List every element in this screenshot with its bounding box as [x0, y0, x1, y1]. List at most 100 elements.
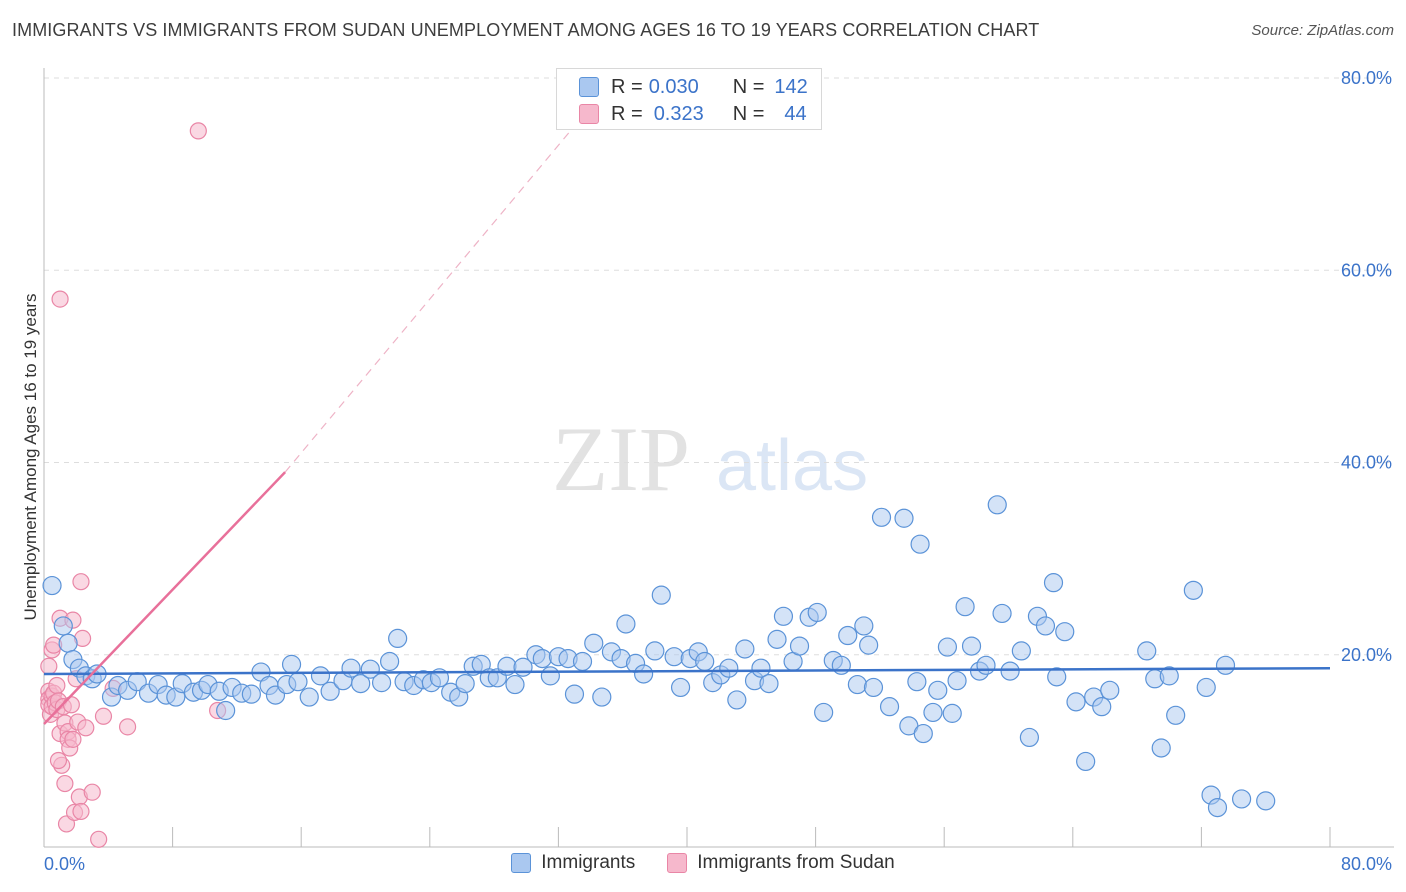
n-value: 44: [784, 102, 807, 125]
legend-row-immigrants: R = 0.030 N = 142: [579, 75, 808, 99]
data-point-sudan: [189, 122, 207, 140]
data-point-immigrants: [719, 658, 739, 678]
watermark-zip: ZIP: [552, 408, 690, 510]
series-legend: Immigrants Immigrants from Sudan: [0, 852, 1406, 874]
data-point-immigrants: [616, 614, 636, 634]
data-point-immigrants: [859, 635, 879, 655]
data-point-immigrants: [1066, 692, 1086, 712]
data-point-sudan: [77, 719, 95, 737]
data-point-immigrants: [288, 672, 308, 692]
legend-label: Immigrants: [541, 852, 636, 873]
data-point-immigrants: [807, 602, 827, 623]
data-point-immigrants: [910, 534, 930, 554]
data-point-immigrants: [592, 687, 612, 707]
y-tick-label: 20.0%: [1341, 645, 1392, 665]
data-point-immigrants: [923, 702, 943, 723]
data-point-immigrants: [1047, 667, 1067, 687]
trendline-immigrants: [43, 666, 1331, 676]
data-point-immigrants: [1055, 622, 1075, 642]
data-point-immigrants: [1207, 797, 1228, 818]
n-label: N =: [732, 102, 765, 125]
x-tick-label: 80.0%: [1341, 854, 1392, 874]
data-point-immigrants: [633, 664, 654, 684]
source-prefix: Source:: [1251, 22, 1308, 39]
data-point-sudan: [48, 676, 66, 695]
data-point-immigrants: [1231, 789, 1252, 809]
data-point-sudan: [83, 783, 101, 801]
data-point-immigrants: [1011, 641, 1031, 661]
data-point-immigrants: [838, 625, 858, 646]
swatch-blue: [511, 853, 532, 873]
data-point-sudan: [62, 696, 80, 714]
data-point-immigrants: [670, 677, 691, 698]
data-point-sudan: [90, 830, 108, 848]
data-point-immigrants: [1151, 738, 1171, 758]
data-point-immigrants: [759, 673, 779, 694]
data-point-sudan: [118, 718, 137, 736]
y-tick-label: 40.0%: [1341, 453, 1392, 473]
data-point-immigrants: [976, 655, 996, 675]
data-point-immigrants: [947, 671, 967, 691]
data-point-immigrants: [1100, 680, 1120, 700]
data-point-immigrants: [299, 687, 319, 707]
data-point-sudan: [72, 573, 90, 591]
watermark-atlas: atlas: [716, 426, 868, 506]
data-point-immigrants: [1256, 791, 1276, 811]
data-point-immigrants: [216, 700, 236, 721]
legend-item-immigrants[interactable]: Immigrants: [511, 852, 635, 874]
n-value: 142: [774, 75, 808, 98]
data-point-immigrants: [871, 507, 892, 527]
y-tick-label: 60.0%: [1341, 260, 1392, 280]
data-point-immigrants: [310, 666, 331, 686]
data-point-immigrants: [854, 616, 874, 636]
data-point-immigrants: [281, 654, 302, 674]
chart-title: IMMIGRANTS VS IMMIGRANTS FROM SUDAN UNEM…: [12, 20, 1040, 40]
legend-row-sudan: R = 0.323 N = 44: [579, 102, 807, 126]
data-point-immigrants: [773, 606, 794, 626]
data-point-immigrants: [664, 647, 684, 667]
data-point-immigrants: [1035, 616, 1056, 636]
data-point-immigrants: [58, 633, 78, 653]
data-point-immigrants: [879, 697, 900, 717]
data-point-immigrants: [928, 680, 948, 700]
data-point-immigrants: [907, 672, 927, 692]
data-point-immigrants: [540, 666, 560, 686]
data-point-immigrants: [814, 702, 834, 723]
data-point-immigrants: [1196, 677, 1216, 698]
legend-label: Immigrants from Sudan: [697, 852, 895, 873]
data-point-immigrants: [651, 585, 671, 605]
data-point-immigrants: [695, 651, 715, 672]
data-point-immigrants: [584, 633, 604, 653]
data-point-sudan: [72, 802, 90, 821]
data-point-immigrants: [727, 690, 747, 710]
r-value: 0.323: [653, 102, 704, 125]
data-point-sudan: [51, 290, 69, 308]
data-point-immigrants: [320, 681, 340, 701]
watermark: ZIP atlas: [552, 408, 868, 510]
data-point-immigrants: [961, 636, 982, 656]
data-point-immigrants: [1019, 727, 1039, 748]
source-credit: Source: ZipAtlas.com: [1251, 22, 1394, 39]
data-point-immigrants: [1076, 751, 1096, 772]
data-point-immigrants: [371, 673, 392, 693]
data-point-immigrants: [42, 575, 62, 596]
legend-item-sudan[interactable]: Immigrants from Sudan: [667, 852, 895, 874]
swatch-pink: [667, 853, 688, 873]
data-point-immigrants: [1043, 573, 1064, 593]
data-point-immigrants: [894, 508, 914, 528]
data-point-immigrants: [1166, 705, 1186, 725]
data-point-immigrants: [942, 703, 962, 723]
swatch-pink: [579, 104, 599, 124]
data-point-immigrants: [863, 677, 884, 698]
data-point-immigrants: [847, 674, 867, 695]
source-name: ZipAtlas.com: [1307, 22, 1394, 39]
n-label: N =: [732, 75, 765, 98]
data-point-immigrants: [455, 673, 475, 694]
data-point-immigrants: [564, 684, 585, 704]
data-point-immigrants: [572, 651, 593, 672]
swatch-blue: [579, 77, 599, 97]
trendline-sudan-extension: [284, 125, 575, 473]
data-point-immigrants: [987, 495, 1007, 515]
data-point-immigrants: [53, 616, 73, 636]
